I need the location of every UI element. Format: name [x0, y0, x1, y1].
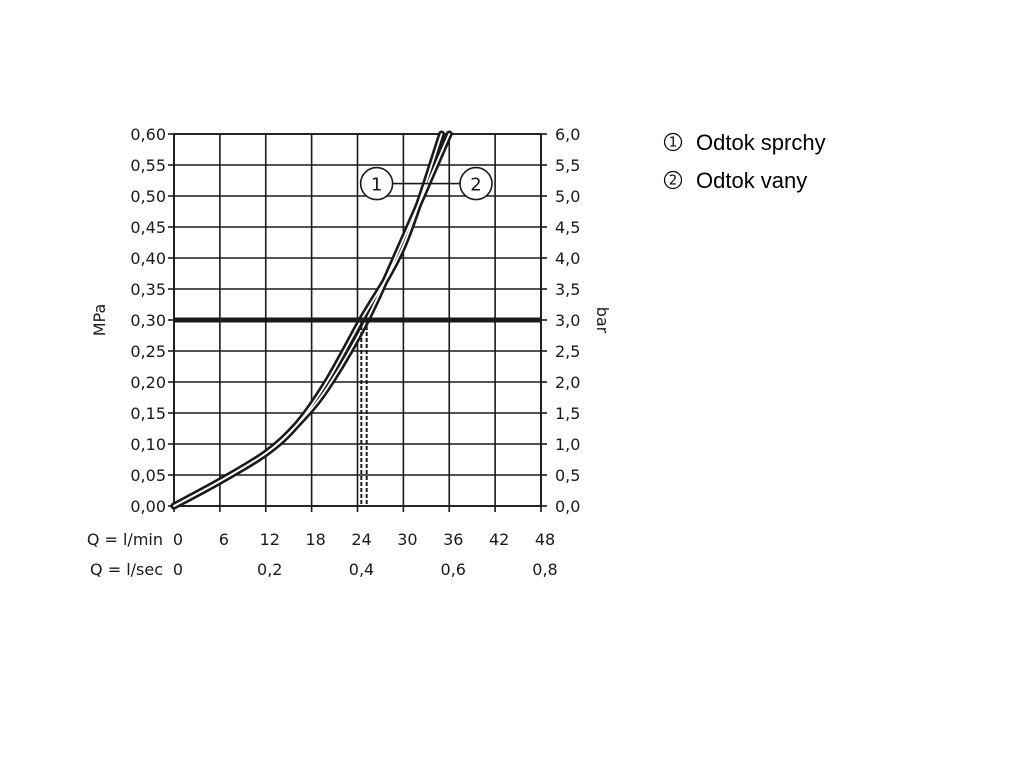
y-right-tick-label: 2,0 — [555, 373, 580, 392]
x-secondary-tick-label: 0,4 — [349, 560, 374, 579]
x-secondary-tick-label: 0,6 — [441, 560, 466, 579]
x-secondary-tick-label: 0,8 — [532, 560, 557, 579]
y-right-tick-label: 2,5 — [555, 342, 580, 361]
x-secondary-tick-label: 0,2 — [257, 560, 282, 579]
x-primary-tick-label: 0 — [173, 530, 183, 549]
series-layer — [170, 130, 453, 510]
y-left-tick-label: 0,20 — [130, 373, 166, 392]
y-left-tick-label: 0,05 — [130, 466, 166, 485]
y-right-tick-label: 6,0 — [555, 125, 580, 144]
y-left-tick-label: 0,10 — [130, 435, 166, 454]
series-2-line-highlight — [173, 133, 451, 507]
x-primary-tick-label: 48 — [535, 530, 555, 549]
x-primary-tick-label: 24 — [351, 530, 371, 549]
x-primary-tick-label: 30 — [397, 530, 417, 549]
series-marker-1 — [359, 166, 394, 201]
legend: 1 Odtok sprchy 2 Odtok vany — [663, 130, 826, 193]
y-left-tick-label: 0,45 — [130, 218, 166, 237]
y-right-tick-label: 0,5 — [555, 466, 580, 485]
y-right-ticks: 0,0 0,5 1,0 1,5 2,0 2,5 3,0 3,5 4,0 4,5 5,0 5,5 6,0 — [541, 125, 580, 516]
x-primary-ticks: 0 6 12 18 24 30 36 42 48 — [173, 506, 555, 549]
y-left-tick-label: 0,30 — [130, 311, 166, 330]
y-right-tick-label: 3,5 — [555, 280, 580, 299]
y-left-tick-label: 0,55 — [130, 156, 166, 175]
series-marker-label: 2 — [470, 175, 481, 196]
y-right-tick-label: 1,5 — [555, 404, 580, 423]
y-right-axis-title: bar — [593, 307, 612, 334]
series-marker-2 — [459, 166, 493, 201]
x-primary-tick-label: 42 — [489, 530, 509, 549]
legend-number: 1 — [669, 136, 677, 151]
x-secondary-axis-title: Q = l/sec — [90, 560, 163, 579]
x-primary-tick-label: 36 — [443, 530, 463, 549]
y-right-tick-label: 5,5 — [555, 156, 580, 175]
x-secondary-tick-label: 0 — [173, 560, 183, 579]
drop-lines — [360, 320, 368, 506]
y-right-tick-label: 1,0 — [555, 435, 580, 454]
legend-number-circle — [663, 170, 683, 190]
y-left-ticks: 0,00 0,05 0,10 0,15 0,20 0,25 0,30 0,35 0,40 0,45… — [130, 125, 174, 516]
x-primary-tick-label: 6 — [219, 530, 229, 549]
legend-item-label: Odtok vany — [696, 168, 807, 193]
y-left-axis-title: MPa — [90, 304, 109, 337]
y-right-tick-label: 3,0 — [555, 311, 580, 330]
y-right-tick-label: 5,0 — [555, 187, 580, 206]
legend-item-label: Odtok sprchy — [696, 130, 826, 155]
legend-number: 2 — [669, 174, 677, 189]
x-primary-axis-title: Q = l/min — [87, 530, 163, 549]
y-left-tick-label: 0,50 — [130, 187, 166, 206]
x-primary-tick-label: 12 — [260, 530, 280, 549]
y-right-tick-label: 0,0 — [555, 497, 580, 516]
y-left-tick-label: 0,35 — [130, 280, 166, 299]
series-marker-label: 1 — [371, 175, 382, 196]
y-right-tick-label: 4,5 — [555, 218, 580, 237]
y-left-tick-label: 0,60 — [130, 125, 166, 144]
y-right-tick-label: 4,0 — [555, 249, 580, 268]
x-secondary-ticks: 0 0,2 0,4 0,6 0,8 — [173, 560, 558, 579]
y-left-tick-label: 0,00 — [130, 497, 166, 516]
y-left-tick-label: 0,40 — [130, 249, 166, 268]
y-left-tick-label: 0,25 — [130, 342, 166, 361]
x-primary-tick-label: 18 — [305, 530, 325, 549]
legend-number-circle — [663, 132, 683, 152]
y-left-tick-label: 0,15 — [130, 404, 166, 423]
